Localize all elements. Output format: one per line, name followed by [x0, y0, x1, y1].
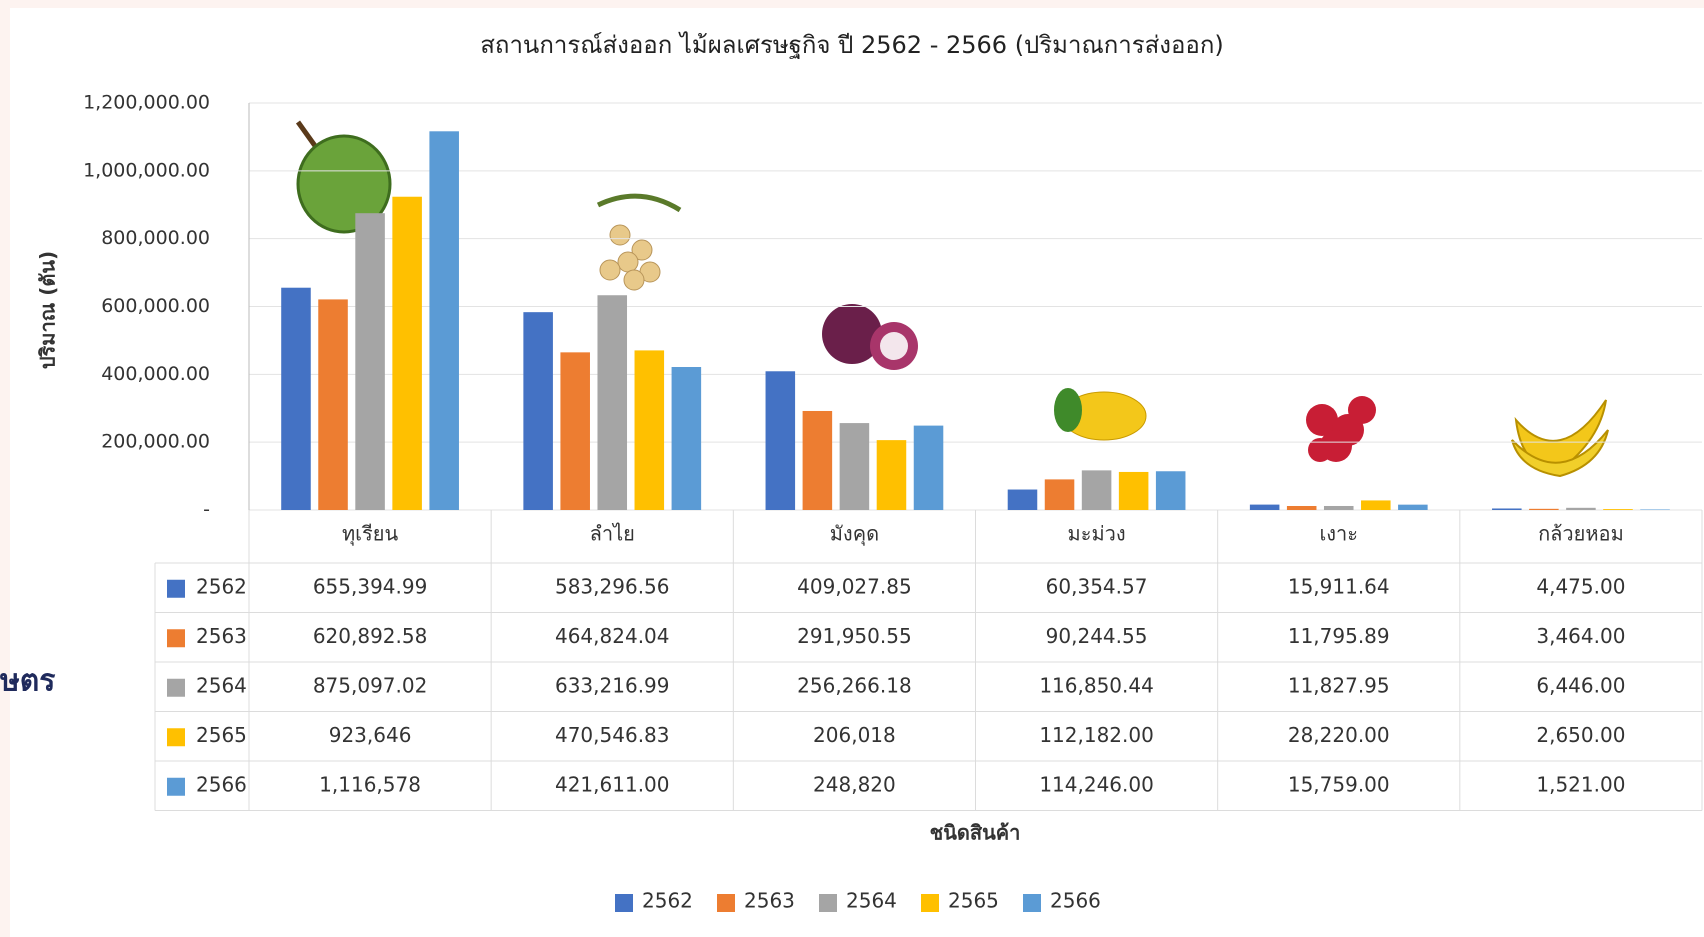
y-tick-label: 1,000,000.00: [83, 159, 210, 181]
bar: [1361, 500, 1391, 510]
bar: [318, 299, 348, 510]
bar: [1081, 470, 1112, 510]
x-axis-title: ชนิดสินค้า: [930, 821, 1021, 845]
bar: [1007, 489, 1038, 510]
legend-swatch: [819, 894, 837, 912]
bar: [392, 196, 422, 510]
fruit-icons: [295, 120, 1609, 478]
legend-label: 2563: [744, 889, 795, 913]
bar: [1529, 508, 1559, 510]
table-cell: 114,246.00: [1039, 772, 1154, 796]
bar: [560, 352, 590, 510]
table-cell: 11,827.95: [1288, 673, 1390, 697]
bar: [765, 371, 796, 510]
table-cell: 1,521.00: [1536, 772, 1625, 796]
table-cell: 90,244.55: [1046, 624, 1148, 648]
table-row-label: 2562: [196, 574, 247, 598]
bar: [802, 410, 833, 510]
y-tick-label: 400,000.00: [101, 363, 210, 385]
bar: [1640, 509, 1670, 510]
table-cell: 206,018: [813, 723, 896, 747]
legend-label: 2564: [846, 889, 897, 913]
x-tick-label: เงาะ: [1319, 522, 1358, 546]
table-cell: 60,354.57: [1046, 574, 1148, 598]
table-cell: 6,446.00: [1536, 673, 1625, 697]
table-cell: 1,116,578: [319, 772, 421, 796]
x-tick-label: ลำไย: [590, 522, 635, 546]
bar: [1249, 504, 1280, 510]
y-axis-title: ปริมาณ (ตัน): [36, 251, 60, 369]
table-cell: 923,646: [329, 723, 412, 747]
y-tick-label: 1,200,000.00: [83, 92, 210, 114]
table-legend-swatch: [167, 629, 185, 648]
legend-swatch: [717, 894, 735, 912]
bar: [1044, 479, 1075, 510]
table-row-label: 2564: [196, 673, 247, 697]
table-row-label: 2565: [196, 723, 247, 747]
legend-swatch: [1023, 894, 1041, 912]
x-tick-label: ทุเรียน: [342, 522, 398, 547]
table-cell: 112,182.00: [1039, 723, 1154, 747]
bar: [1286, 505, 1317, 510]
x-tick-label: มะม่วง: [1068, 522, 1126, 546]
bar: [523, 312, 553, 510]
bar: [1398, 504, 1428, 510]
table-cell: 291,950.55: [797, 624, 912, 648]
table-cell: 116,850.44: [1039, 673, 1154, 697]
table-legend-swatch: [167, 728, 185, 747]
table-cell: 875,097.02: [313, 673, 428, 697]
y-tick-label: 800,000.00: [101, 227, 210, 249]
table-cell: 11,795.89: [1288, 624, 1390, 648]
y-tick-label: -: [203, 499, 210, 521]
table-cell: 464,824.04: [555, 624, 670, 648]
bar: [429, 131, 459, 511]
bar: [1492, 508, 1522, 510]
chart-title: สถานการณ์ส่งออก ไม้ผลเศรษฐกิจ ปี 2562 - …: [480, 31, 1223, 59]
legend-label: 2562: [642, 889, 693, 913]
table-cell: 256,266.18: [797, 673, 912, 697]
bar: [876, 440, 907, 510]
table-cell: 248,820: [813, 772, 896, 796]
bar: [671, 367, 702, 510]
bar: [1155, 471, 1186, 510]
table-cell: 4,475.00: [1536, 574, 1625, 598]
bar: [913, 425, 944, 510]
table-row-label: 2563: [196, 624, 247, 648]
table-cell: 620,892.58: [313, 624, 428, 648]
legend-swatch: [615, 894, 633, 912]
legend-swatch: [921, 894, 939, 912]
table-cell: 409,027.85: [797, 574, 912, 598]
table-legend-swatch: [167, 678, 185, 697]
table-cell: 15,759.00: [1288, 772, 1390, 796]
table-legend-swatch: [167, 777, 185, 796]
bar: [634, 350, 665, 510]
table-cell: 470,546.83: [555, 723, 670, 747]
table-cell: 655,394.99: [313, 574, 428, 598]
table-cell: 3,464.00: [1536, 624, 1625, 648]
x-tick-label: มังคุด: [830, 522, 879, 547]
table-row-label: 2566: [196, 772, 247, 796]
table-cell: 2,650.00: [1536, 723, 1625, 747]
side-text: ษตร: [0, 664, 55, 699]
table-legend-swatch: [167, 579, 185, 598]
x-tick-label: กล้วยหอม: [1538, 522, 1624, 546]
bar: [597, 295, 628, 510]
legend-label: 2566: [1050, 889, 1101, 913]
legend-label: 2565: [948, 889, 999, 913]
y-tick-label: 200,000.00: [101, 431, 210, 453]
table-cell: 28,220.00: [1288, 723, 1390, 747]
bar: [839, 423, 870, 510]
y-tick-label: 600,000.00: [101, 295, 210, 317]
bar: [1118, 471, 1149, 510]
table-cell: 583,296.56: [555, 574, 670, 598]
bar: [1323, 505, 1354, 510]
table-cell: 15,911.64: [1288, 574, 1390, 598]
table-cell: 633,216.99: [555, 673, 670, 697]
bar: [1566, 507, 1596, 510]
bar: [355, 213, 385, 510]
bar: [1603, 509, 1633, 510]
bar: [281, 287, 311, 510]
table-cell: 421,611.00: [555, 772, 670, 796]
